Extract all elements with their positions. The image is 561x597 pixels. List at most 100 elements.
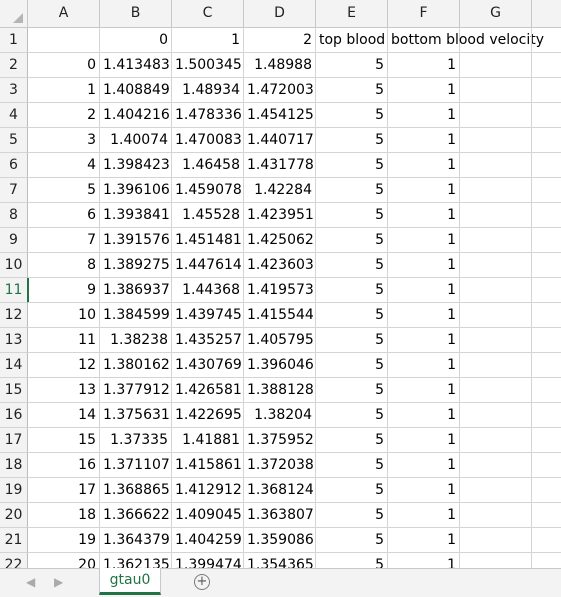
cell-e7[interactable]: 5 xyxy=(316,178,388,203)
cell-e8[interactable]: 5 xyxy=(316,203,388,228)
cell-d1[interactable]: 2 xyxy=(244,28,316,53)
cell-f14[interactable]: 1 xyxy=(388,353,460,378)
cell-e5[interactable]: 5 xyxy=(316,128,388,153)
cell-c16[interactable]: 1.422695 xyxy=(172,403,244,428)
cell-f4[interactable]: 1 xyxy=(388,103,460,128)
cell-b15[interactable]: 1.377912 xyxy=(100,378,172,403)
cell-g21[interactable] xyxy=(460,528,532,553)
cell-g17[interactable] xyxy=(460,428,532,453)
row-header-11[interactable]: 11 xyxy=(0,278,29,303)
cell-d21[interactable]: 1.359086 xyxy=(244,528,316,553)
cell-a19[interactable]: 17 xyxy=(28,478,100,503)
cell-g3[interactable] xyxy=(460,78,532,103)
cell-f7[interactable]: 1 xyxy=(388,178,460,203)
select-all-corner[interactable] xyxy=(0,0,28,28)
cell-c14[interactable]: 1.430769 xyxy=(172,353,244,378)
cell-d2[interactable]: 1.48988 xyxy=(244,53,316,78)
cell-f22[interactable]: 1 xyxy=(388,553,460,568)
cell-c19[interactable]: 1.412912 xyxy=(172,478,244,503)
cell-b22[interactable]: 1.362135 xyxy=(100,553,172,568)
cell-b16[interactable]: 1.375631 xyxy=(100,403,172,428)
cell-f21[interactable]: 1 xyxy=(388,528,460,553)
row-header-16[interactable]: 16 xyxy=(0,403,28,428)
cell-d20[interactable]: 1.363807 xyxy=(244,503,316,528)
cell-g4[interactable] xyxy=(460,103,532,128)
row-header-5[interactable]: 5 xyxy=(0,128,28,153)
cell-a15[interactable]: 13 xyxy=(28,378,100,403)
cell-b11[interactable]: 1.386937 xyxy=(100,278,172,303)
prev-sheet-arrow-icon[interactable]: ◀ xyxy=(26,575,36,589)
cell-c10[interactable]: 1.447614 xyxy=(172,253,244,278)
cell-d7[interactable]: 1.42284 xyxy=(244,178,316,203)
cell-a22[interactable]: 20 xyxy=(28,553,100,568)
cell-b20[interactable]: 1.366622 xyxy=(100,503,172,528)
cell-g19[interactable] xyxy=(460,478,532,503)
next-sheet-arrow-icon[interactable]: ▶ xyxy=(54,575,64,589)
row-header-13[interactable]: 13 xyxy=(0,328,28,353)
cell-f17[interactable]: 1 xyxy=(388,428,460,453)
column-header-c[interactable]: C xyxy=(172,0,244,28)
row-header-19[interactable]: 19 xyxy=(0,478,28,503)
row-header-1[interactable]: 1 xyxy=(0,28,28,53)
column-header-g[interactable]: G xyxy=(460,0,532,28)
cell-c2[interactable]: 1.500345 xyxy=(172,53,244,78)
cell-f10[interactable]: 1 xyxy=(388,253,460,278)
cell-c20[interactable]: 1.409045 xyxy=(172,503,244,528)
cell-a17[interactable]: 15 xyxy=(28,428,100,453)
cell-b6[interactable]: 1.398423 xyxy=(100,153,172,178)
cell-d8[interactable]: 1.423951 xyxy=(244,203,316,228)
cell-g15[interactable] xyxy=(460,378,532,403)
cell-a8[interactable]: 6 xyxy=(28,203,100,228)
cell-c3[interactable]: 1.48934 xyxy=(172,78,244,103)
add-sheet-icon[interactable]: + xyxy=(194,574,210,590)
cell-a9[interactable]: 7 xyxy=(28,228,100,253)
cell-f12[interactable]: 1 xyxy=(388,303,460,328)
cell-e18[interactable]: 5 xyxy=(316,453,388,478)
cell-a21[interactable]: 19 xyxy=(28,528,100,553)
cell-a7[interactable]: 5 xyxy=(28,178,100,203)
cell-e19[interactable]: 5 xyxy=(316,478,388,503)
cell-f3[interactable]: 1 xyxy=(388,78,460,103)
row-header-20[interactable]: 20 xyxy=(0,503,28,528)
cell-a18[interactable]: 16 xyxy=(28,453,100,478)
cell-g20[interactable] xyxy=(460,503,532,528)
cell-b3[interactable]: 1.408849 xyxy=(100,78,172,103)
cell-d17[interactable]: 1.375952 xyxy=(244,428,316,453)
row-header-17[interactable]: 17 xyxy=(0,428,28,453)
row-header-9[interactable]: 9 xyxy=(0,228,28,253)
cell-g2[interactable] xyxy=(460,53,532,78)
cell-f11[interactable]: 1 xyxy=(388,278,460,303)
cell-d9[interactable]: 1.425062 xyxy=(244,228,316,253)
cell-a4[interactable]: 2 xyxy=(28,103,100,128)
cell-a2[interactable]: 0 xyxy=(28,53,100,78)
cell-b4[interactable]: 1.404216 xyxy=(100,103,172,128)
cell-d10[interactable]: 1.423603 xyxy=(244,253,316,278)
column-header-a[interactable]: A xyxy=(28,0,100,28)
cell-b1[interactable]: 0 xyxy=(100,28,172,53)
cell-d6[interactable]: 1.431778 xyxy=(244,153,316,178)
cell-g5[interactable] xyxy=(460,128,532,153)
cell-b12[interactable]: 1.384599 xyxy=(100,303,172,328)
column-header-f[interactable]: F xyxy=(388,0,460,28)
cell-c4[interactable]: 1.478336 xyxy=(172,103,244,128)
cell-c21[interactable]: 1.404259 xyxy=(172,528,244,553)
cell-a14[interactable]: 12 xyxy=(28,353,100,378)
cell-c7[interactable]: 1.459078 xyxy=(172,178,244,203)
cell-e10[interactable]: 5 xyxy=(316,253,388,278)
cell-c1[interactable]: 1 xyxy=(172,28,244,53)
cell-c13[interactable]: 1.435257 xyxy=(172,328,244,353)
cell-f2[interactable]: 1 xyxy=(388,53,460,78)
row-header-14[interactable]: 14 xyxy=(0,353,28,378)
cell-a16[interactable]: 14 xyxy=(28,403,100,428)
cell-d13[interactable]: 1.405795 xyxy=(244,328,316,353)
cell-d5[interactable]: 1.440717 xyxy=(244,128,316,153)
cell-f20[interactable]: 1 xyxy=(388,503,460,528)
cell-f8[interactable]: 1 xyxy=(388,203,460,228)
cell-b8[interactable]: 1.393841 xyxy=(100,203,172,228)
cell-e9[interactable]: 5 xyxy=(316,228,388,253)
cell-e17[interactable]: 5 xyxy=(316,428,388,453)
cell-a1[interactable] xyxy=(28,28,100,53)
cell-a6[interactable]: 4 xyxy=(28,153,100,178)
cell-f5[interactable]: 1 xyxy=(388,128,460,153)
cell-e11[interactable]: 5 xyxy=(316,278,388,303)
